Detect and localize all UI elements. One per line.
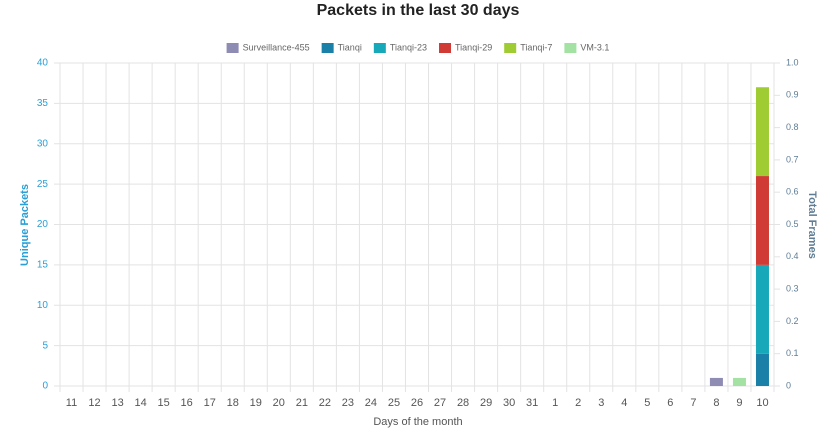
y2-tick-label: 0.5 <box>786 219 799 229</box>
bar <box>755 87 769 177</box>
y2-tick-label: 0.8 <box>786 122 799 132</box>
legend: Surveillance-455 Tianqi Tianqi-23 Tianqi-29… <box>226 42 609 53</box>
y-tick-label: 5 <box>42 340 48 351</box>
x-tick-label: 12 <box>88 397 100 409</box>
y2-tick-label: 0 <box>786 380 791 390</box>
y-tick-label: 25 <box>37 179 49 190</box>
chart-title: Packets in the last 30 days <box>317 2 520 19</box>
x-tick-label: 26 <box>411 397 423 409</box>
y2-tick-label: 0.1 <box>786 348 799 358</box>
x-tick-label: 8 <box>713 397 719 409</box>
x-tick-label: 22 <box>319 397 331 409</box>
legend-label: Tianqi-7 <box>520 42 552 52</box>
legend-label: Tianqi-29 <box>455 42 492 52</box>
bar <box>755 353 769 386</box>
legend-swatch <box>504 43 517 53</box>
x-tick-label: 16 <box>181 397 193 409</box>
y-tick-label: 10 <box>37 300 49 311</box>
legend-swatch <box>321 43 334 53</box>
x-tick-label: 23 <box>342 397 354 409</box>
y2-tick-label: 0.7 <box>786 154 799 164</box>
y2-tick-label: 1.0 <box>786 57 799 67</box>
x-tick-label: 2 <box>575 397 581 409</box>
x-tick-label: 7 <box>690 397 696 409</box>
x-tick-label: 18 <box>227 397 239 409</box>
x-tick-label: 9 <box>736 397 742 409</box>
y-tick-label: 15 <box>37 260 49 271</box>
x-tick-label: 30 <box>503 397 515 409</box>
x-tick-label: 28 <box>457 397 469 409</box>
x-axis-title: Days of the month <box>373 416 462 428</box>
legend-swatch <box>373 43 386 53</box>
x-tick-label: 3 <box>598 397 604 409</box>
x-tick-label: 14 <box>134 397 146 409</box>
y-tick-label: 30 <box>37 138 49 149</box>
legend-swatch <box>564 43 577 53</box>
x-tick-label: 25 <box>388 397 400 409</box>
y-tick-label: 35 <box>37 98 49 109</box>
x-tick-label: 17 <box>204 397 216 409</box>
bar <box>755 264 769 354</box>
bar <box>732 377 746 386</box>
y2-tick-label: 0.2 <box>786 316 799 326</box>
y-tick-label: 40 <box>37 58 49 69</box>
x-tick-label: 29 <box>480 397 492 409</box>
legend-label: VM-3.1 <box>580 42 609 52</box>
legend-label: Surveillance-455 <box>243 42 310 52</box>
x-tick-label: 27 <box>434 397 446 409</box>
x-tick-label: 5 <box>644 397 650 409</box>
x-tick-label: 13 <box>111 397 123 409</box>
y2-axis-title: Total Frames <box>806 191 818 259</box>
y-tick-label: 20 <box>37 219 49 230</box>
legend-label: Tianqi-23 <box>390 42 427 52</box>
x-tick-label: 21 <box>296 397 308 409</box>
legend-swatch <box>226 43 239 53</box>
bar <box>755 176 769 265</box>
x-tick-label: 31 <box>526 397 538 409</box>
legend-label: Tianqi <box>338 42 362 52</box>
x-tick-label: 10 <box>756 397 768 409</box>
bar <box>709 377 723 386</box>
x-tick-label: 15 <box>158 397 170 409</box>
y2-tick-label: 0.6 <box>786 187 799 197</box>
x-tick-label: 19 <box>250 397 262 409</box>
x-tick-label: 24 <box>365 397 377 409</box>
x-tick-label: 1 <box>552 397 558 409</box>
x-tick-label: 6 <box>667 397 673 409</box>
x-tick-label: 4 <box>621 397 627 409</box>
y2-tick-label: 0.9 <box>786 90 799 100</box>
y2-tick-label: 0.3 <box>786 283 799 293</box>
legend-swatch <box>439 43 452 53</box>
x-tick-label: 20 <box>273 397 285 409</box>
y-axis-title: Unique Packets <box>19 184 31 266</box>
y2-tick-label: 0.4 <box>786 251 799 261</box>
x-tick-label: 11 <box>66 397 77 409</box>
y-tick-label: 0 <box>42 381 48 392</box>
